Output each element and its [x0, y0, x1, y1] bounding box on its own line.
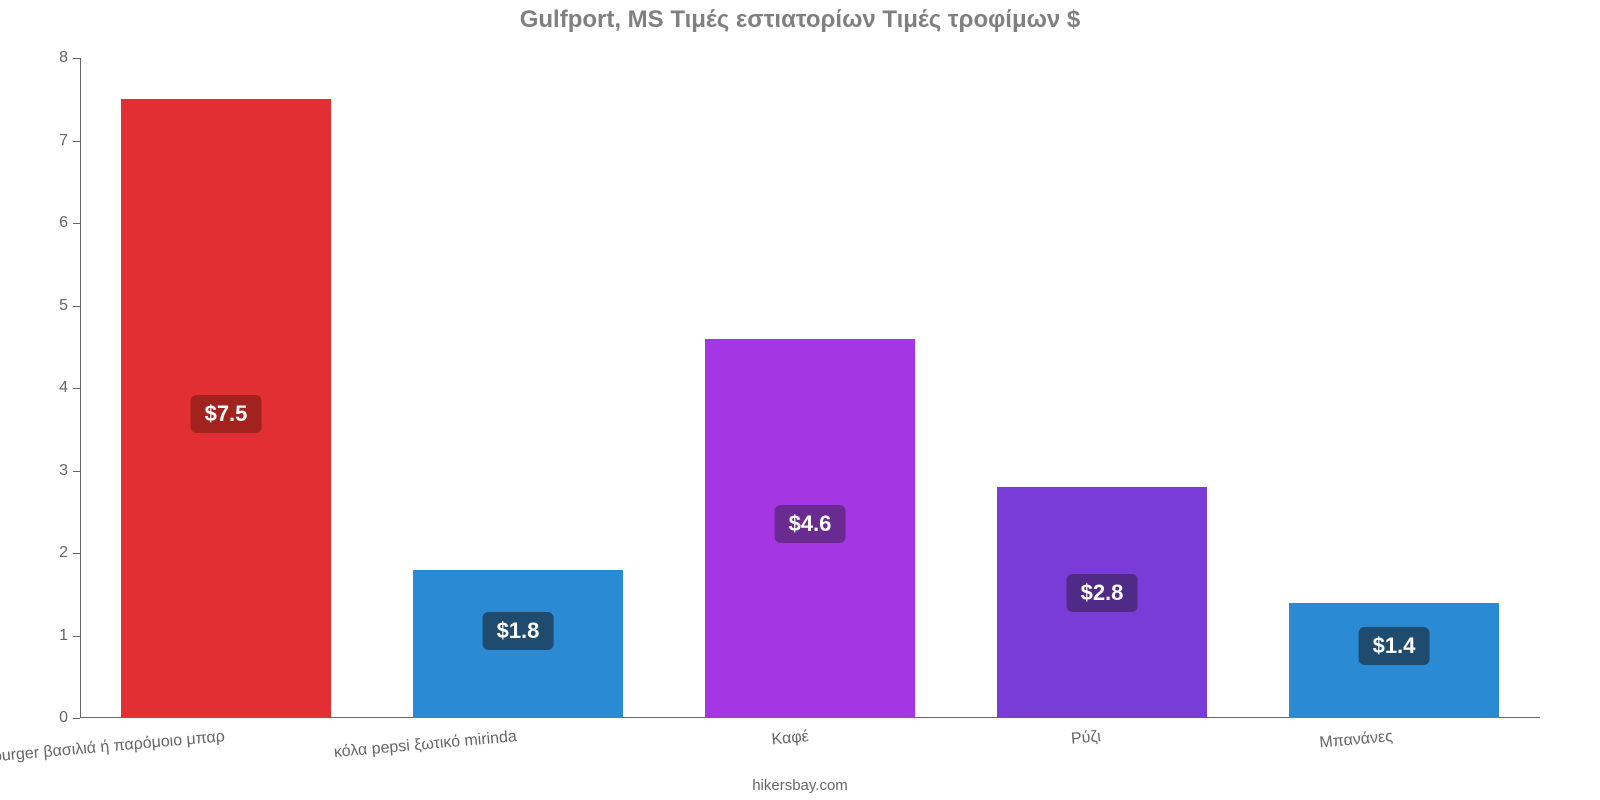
y-tick — [73, 718, 80, 719]
y-tick-label: 6 — [59, 214, 68, 232]
y-tick-label: 1 — [59, 627, 68, 645]
bar-value-label: $1.8 — [483, 612, 554, 650]
y-tick-label: 7 — [59, 132, 68, 150]
y-tick-label: 2 — [59, 544, 68, 562]
y-tick — [73, 141, 80, 142]
y-tick-label: 8 — [59, 49, 68, 67]
y-tick — [73, 223, 80, 224]
chart-title: Gulfport, MS Τιμές εστιατορίων Τιμές τρο… — [0, 6, 1600, 34]
y-tick — [73, 471, 80, 472]
y-tick-label: 5 — [59, 297, 68, 315]
x-category-label: Καφέ — [771, 728, 812, 749]
y-tick — [73, 636, 80, 637]
x-category-label: Μπανάνες — [1319, 728, 1396, 753]
bar-value-label: $1.4 — [1359, 627, 1430, 665]
y-tick — [73, 388, 80, 389]
x-category-label: Mac burger βασιλιά ή παρόμοιο μπαρ — [0, 728, 228, 769]
y-tick — [73, 306, 80, 307]
y-tick-label: 4 — [59, 379, 68, 397]
bar-value-label: $4.6 — [775, 505, 846, 543]
bar-value-label: $7.5 — [191, 395, 262, 433]
y-axis-line — [80, 58, 81, 718]
x-category-label: Ρύζι — [1070, 728, 1103, 749]
x-category-label: κόλα pepsi ξωτικό mirinda — [333, 728, 519, 762]
bar-value-label: $2.8 — [1067, 574, 1138, 612]
y-tick — [73, 58, 80, 59]
y-tick — [73, 553, 80, 554]
plot-area: 012345678$7.5Mac burger βασιλιά ή παρόμο… — [80, 58, 1540, 718]
y-tick-label: 3 — [59, 462, 68, 480]
y-tick-label: 0 — [59, 709, 68, 727]
chart-credit: hikersbay.com — [0, 777, 1600, 794]
price-bar-chart: Gulfport, MS Τιμές εστιατορίων Τιμές τρο… — [0, 0, 1600, 800]
